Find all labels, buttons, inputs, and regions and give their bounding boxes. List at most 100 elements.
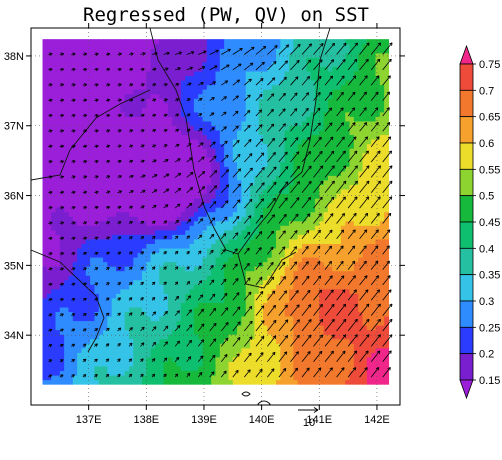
field-cell	[81, 75, 87, 81]
field-cell	[146, 39, 152, 45]
field-cell	[81, 166, 87, 172]
field-cell	[224, 261, 230, 267]
field-cell	[211, 270, 217, 276]
field-cell	[51, 293, 57, 299]
field-cell	[276, 270, 281, 276]
field-cell	[154, 216, 160, 222]
field-cell	[276, 302, 281, 308]
field-cell	[72, 43, 78, 49]
field-cell	[46, 247, 52, 254]
field-cell	[42, 293, 48, 299]
field-cell	[189, 66, 195, 72]
field-cell	[176, 148, 182, 154]
field-cell	[276, 315, 281, 322]
field-cell	[55, 193, 61, 199]
field-cell	[55, 175, 61, 181]
field-cell	[198, 347, 204, 353]
field-cell	[237, 161, 243, 167]
field-cell	[319, 170, 325, 176]
field-cell	[289, 315, 294, 322]
field-cell	[51, 211, 57, 217]
field-cell	[237, 238, 243, 244]
field-cell	[193, 338, 199, 344]
field-cell	[107, 216, 113, 222]
field-cell	[68, 107, 74, 113]
field-cell	[111, 102, 117, 108]
field-cell	[206, 243, 212, 249]
field-cell	[206, 157, 212, 163]
field-cell	[176, 315, 182, 322]
field-cell	[271, 365, 277, 372]
field-cell	[206, 325, 212, 331]
field-cell	[111, 361, 117, 367]
field-cell	[310, 75, 316, 81]
pw-regression-field	[42, 39, 390, 385]
field-cell	[120, 247, 126, 254]
field-cell	[180, 306, 186, 313]
field-cell	[154, 129, 160, 136]
field-cell	[211, 139, 217, 145]
field-cell	[42, 343, 48, 349]
field-cell	[46, 211, 52, 217]
field-cell	[185, 229, 191, 235]
field-cell	[193, 243, 199, 249]
field-cell	[133, 284, 139, 290]
field-cell	[263, 107, 268, 113]
field-cell	[250, 129, 256, 136]
field-cell	[141, 43, 147, 49]
field-cell	[224, 334, 230, 340]
field-cell	[154, 315, 160, 322]
field-cell	[301, 188, 307, 195]
field-cell	[167, 238, 173, 244]
field-cell	[133, 80, 139, 86]
field-cell	[90, 334, 96, 340]
field-cell	[319, 225, 325, 231]
field-cell	[64, 129, 70, 136]
field-cell	[289, 356, 294, 362]
field-cell	[276, 89, 281, 95]
field-cell	[94, 43, 100, 49]
field-cell	[289, 225, 294, 231]
field-cell	[172, 143, 178, 149]
field-cell	[111, 175, 117, 181]
field-cell	[72, 120, 78, 126]
field-cell	[245, 234, 251, 240]
field-cell	[202, 266, 208, 272]
field-cell	[319, 261, 325, 267]
field-cell	[64, 288, 70, 294]
field-cell	[254, 243, 260, 249]
field-cell	[193, 98, 199, 104]
field-cell	[202, 70, 208, 77]
field-cell	[64, 39, 70, 45]
field-cell	[293, 198, 299, 204]
field-cell	[159, 302, 165, 308]
field-cell	[111, 352, 117, 358]
field-cell	[254, 93, 260, 99]
field-cell	[250, 225, 256, 231]
field-cell	[46, 374, 52, 381]
field-cell	[77, 320, 83, 326]
field-cell	[124, 229, 130, 235]
field-cell	[276, 343, 281, 349]
field-cell	[276, 284, 281, 290]
field-cell	[198, 356, 204, 362]
field-cell	[116, 293, 121, 299]
field-cell	[85, 39, 91, 45]
field-cell	[189, 216, 195, 222]
field-cell	[306, 161, 312, 167]
field-cell	[310, 157, 316, 163]
field-cell	[94, 211, 100, 217]
field-cell	[77, 329, 83, 335]
field-cell	[129, 370, 134, 376]
field-cell	[228, 43, 234, 49]
field-cell	[116, 161, 121, 167]
field-cell	[297, 148, 303, 154]
field-cell	[42, 347, 48, 353]
field-cell	[276, 134, 281, 140]
field-cell	[224, 61, 230, 67]
field-cell	[211, 374, 217, 381]
field-cell	[301, 374, 307, 381]
field-cell	[163, 334, 169, 340]
field-cell	[219, 184, 225, 190]
field-cell	[263, 334, 268, 340]
